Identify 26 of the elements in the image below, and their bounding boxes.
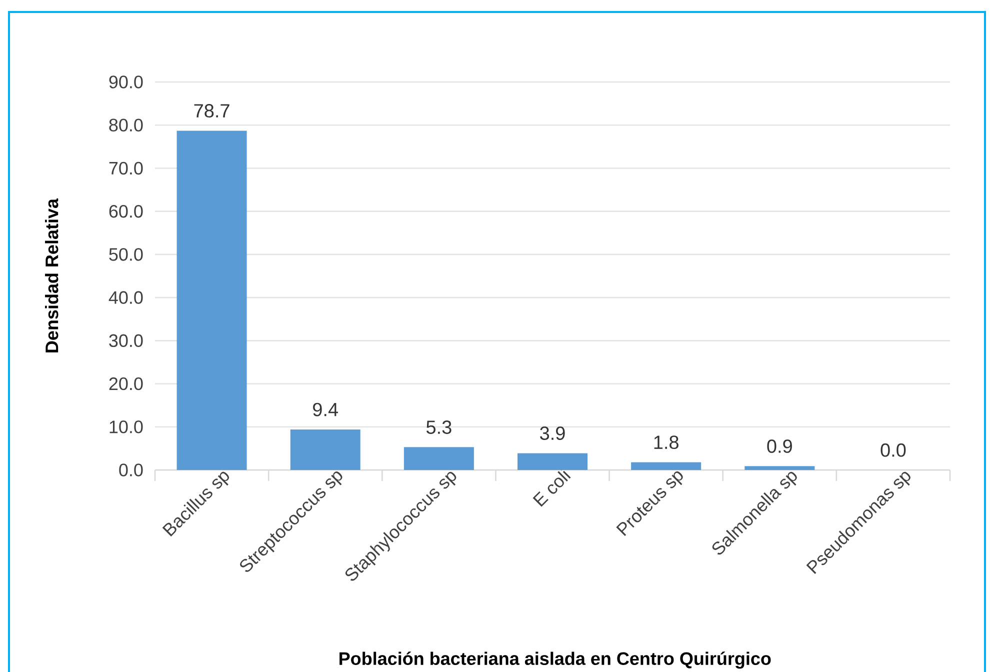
data-label: 78.7 [194, 104, 230, 118]
y-axis-title: Densidad Relativa [45, 198, 58, 352]
y-tick-label: 80.0 [109, 118, 143, 132]
y-tick-label: 10.0 [110, 420, 143, 434]
data-label: 0.0 [880, 443, 906, 457]
data-label: 3.9 [540, 426, 565, 440]
bar [631, 462, 702, 470]
bar [518, 453, 588, 470]
y-tick-label: 90.0 [109, 76, 143, 88]
y-tick-label: 60.0 [109, 204, 143, 218]
y-tick-label: 40.0 [108, 291, 143, 304]
y-tick-label: 0.0 [119, 464, 143, 476]
data-label: 1.8 [654, 436, 678, 450]
data-label: 9.4 [313, 402, 338, 416]
y-tick-label: 50.0 [109, 248, 143, 261]
data-label: 5.3 [426, 420, 452, 434]
data-label: 0.9 [767, 439, 792, 453]
y-tick-label: 70.0 [109, 162, 143, 175]
y-tick-label: 20.0 [109, 377, 143, 390]
x-tick-label: E coli [532, 468, 571, 507]
y-tick-label: 30.0 [109, 334, 143, 348]
bar [744, 466, 815, 470]
bar [290, 429, 360, 470]
x-axis-title: Población bacteriana aislada en Centro Quirúrgico [340, 652, 771, 669]
bar [176, 130, 247, 470]
bar [404, 447, 474, 470]
